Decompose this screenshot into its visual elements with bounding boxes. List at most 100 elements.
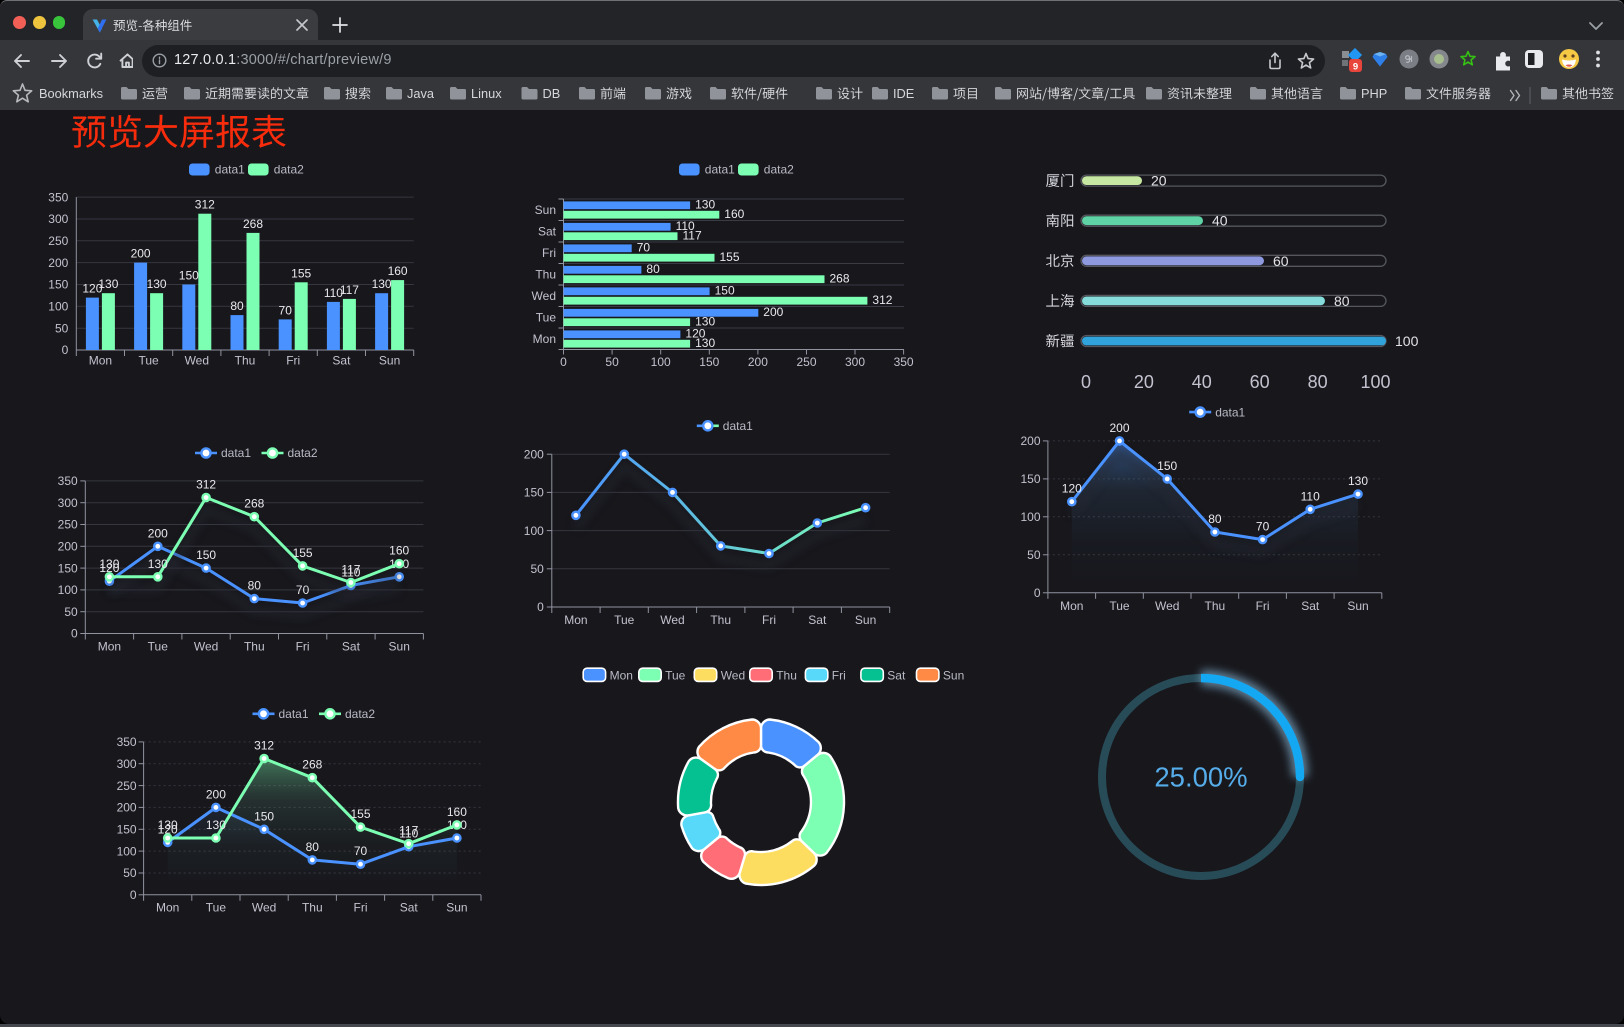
svg-text:155: 155 — [293, 546, 313, 560]
svg-text:200: 200 — [148, 526, 168, 540]
svg-text:Thu: Thu — [235, 354, 256, 368]
svg-text:350: 350 — [117, 735, 137, 749]
svg-text:Sun: Sun — [1347, 599, 1368, 613]
svg-text:100: 100 — [48, 300, 68, 314]
svg-text:Mon: Mon — [98, 640, 121, 654]
svg-text:155: 155 — [720, 250, 740, 264]
svg-text:Sun: Sun — [535, 203, 556, 217]
svg-text:Mon: Mon — [610, 669, 633, 683]
svg-text:Sun: Sun — [446, 901, 467, 915]
svg-text:Mon: Mon — [1060, 599, 1083, 613]
svg-text:120: 120 — [158, 822, 178, 836]
svg-text:117: 117 — [341, 563, 360, 577]
svg-text:130: 130 — [98, 277, 118, 291]
svg-text:130: 130 — [695, 336, 715, 350]
svg-text:300: 300 — [845, 355, 865, 369]
svg-text:100: 100 — [524, 524, 544, 538]
svg-text:350: 350 — [894, 355, 914, 369]
svg-text:130: 130 — [158, 818, 178, 832]
svg-text:117: 117 — [340, 283, 359, 297]
svg-text:60: 60 — [1273, 253, 1289, 269]
svg-text:Thu: Thu — [244, 640, 265, 654]
svg-text:Tue: Tue — [665, 669, 686, 683]
svg-text:Fri: Fri — [354, 901, 368, 915]
svg-text:312: 312 — [254, 739, 274, 753]
svg-text:70: 70 — [637, 241, 651, 255]
svg-text:Thu: Thu — [710, 613, 731, 627]
svg-text:PHP: PHP — [1361, 86, 1387, 101]
svg-text:Wed: Wed — [194, 640, 218, 654]
svg-text:155: 155 — [291, 266, 311, 280]
svg-text:Tue: Tue — [138, 354, 159, 368]
svg-text:200: 200 — [763, 305, 783, 319]
svg-text:data1: data1 — [1215, 405, 1245, 419]
svg-text:130: 130 — [695, 315, 715, 329]
svg-text:200: 200 — [58, 540, 78, 554]
svg-text:150: 150 — [524, 486, 544, 500]
svg-text:150: 150 — [1157, 459, 1177, 473]
svg-text:200: 200 — [1109, 421, 1129, 435]
svg-text:Sat: Sat — [887, 669, 906, 683]
svg-text:data2: data2 — [764, 163, 794, 177]
svg-text:Thu: Thu — [776, 669, 797, 683]
svg-text:117: 117 — [399, 824, 418, 838]
svg-text:Tue: Tue — [614, 613, 635, 627]
svg-text:150: 150 — [58, 561, 78, 575]
svg-text:268: 268 — [302, 758, 322, 772]
svg-text:Fri: Fri — [762, 613, 776, 627]
svg-text:Sat: Sat — [808, 613, 827, 627]
svg-text:Tue: Tue — [1109, 599, 1130, 613]
svg-text:100: 100 — [1360, 372, 1390, 392]
svg-text:100: 100 — [1020, 510, 1040, 524]
svg-text:130: 130 — [372, 277, 392, 291]
svg-text:25.00%: 25.00% — [1154, 762, 1247, 793]
svg-text:Wed: Wed — [660, 613, 684, 627]
svg-text:350: 350 — [48, 190, 68, 204]
svg-text:110: 110 — [324, 286, 343, 300]
svg-text:150: 150 — [117, 823, 137, 837]
svg-text:Fri: Fri — [1256, 599, 1270, 613]
svg-text:DB: DB — [543, 86, 561, 101]
svg-text:Mon: Mon — [156, 901, 179, 915]
svg-text:Bookmarks: Bookmarks — [39, 86, 103, 101]
svg-text:110: 110 — [399, 827, 418, 841]
svg-text:Sat: Sat — [1301, 599, 1320, 613]
svg-text:200: 200 — [748, 355, 768, 369]
svg-text:Fri: Fri — [296, 640, 310, 654]
svg-text:268: 268 — [830, 272, 850, 286]
svg-text:40: 40 — [1192, 372, 1212, 392]
svg-text:268: 268 — [244, 497, 264, 511]
svg-text:200: 200 — [48, 256, 68, 270]
svg-text:120: 120 — [82, 282, 102, 296]
svg-text:150: 150 — [179, 269, 199, 283]
svg-text:0: 0 — [560, 355, 567, 369]
svg-text:160: 160 — [724, 207, 744, 221]
svg-text:data1: data1 — [215, 163, 245, 177]
svg-text:110: 110 — [341, 566, 360, 580]
svg-text:100: 100 — [117, 844, 137, 858]
svg-text:200: 200 — [524, 447, 544, 461]
svg-text:130: 130 — [695, 198, 715, 212]
svg-text:160: 160 — [447, 805, 467, 819]
svg-text:312: 312 — [195, 198, 215, 212]
svg-text:130: 130 — [206, 818, 226, 832]
svg-text:Sat: Sat — [538, 224, 557, 238]
svg-text:110: 110 — [676, 219, 695, 233]
svg-text:120: 120 — [99, 561, 119, 575]
svg-text:312: 312 — [872, 293, 892, 307]
svg-text:Sat: Sat — [342, 640, 361, 654]
svg-text:80: 80 — [646, 262, 660, 276]
svg-text:120: 120 — [685, 327, 705, 341]
svg-text:250: 250 — [58, 518, 78, 532]
svg-text:130: 130 — [147, 277, 167, 291]
svg-text:data1: data1 — [221, 446, 251, 460]
svg-text:Fri: Fri — [286, 354, 300, 368]
svg-text:50: 50 — [605, 355, 619, 369]
svg-text:Mon: Mon — [564, 613, 587, 627]
svg-text:Thu: Thu — [1205, 599, 1226, 613]
svg-text:50: 50 — [1027, 548, 1041, 562]
svg-text:Fri: Fri — [832, 669, 846, 683]
svg-text:200: 200 — [1020, 434, 1040, 448]
svg-text:Thu: Thu — [302, 901, 323, 915]
svg-text:20: 20 — [1151, 173, 1167, 189]
